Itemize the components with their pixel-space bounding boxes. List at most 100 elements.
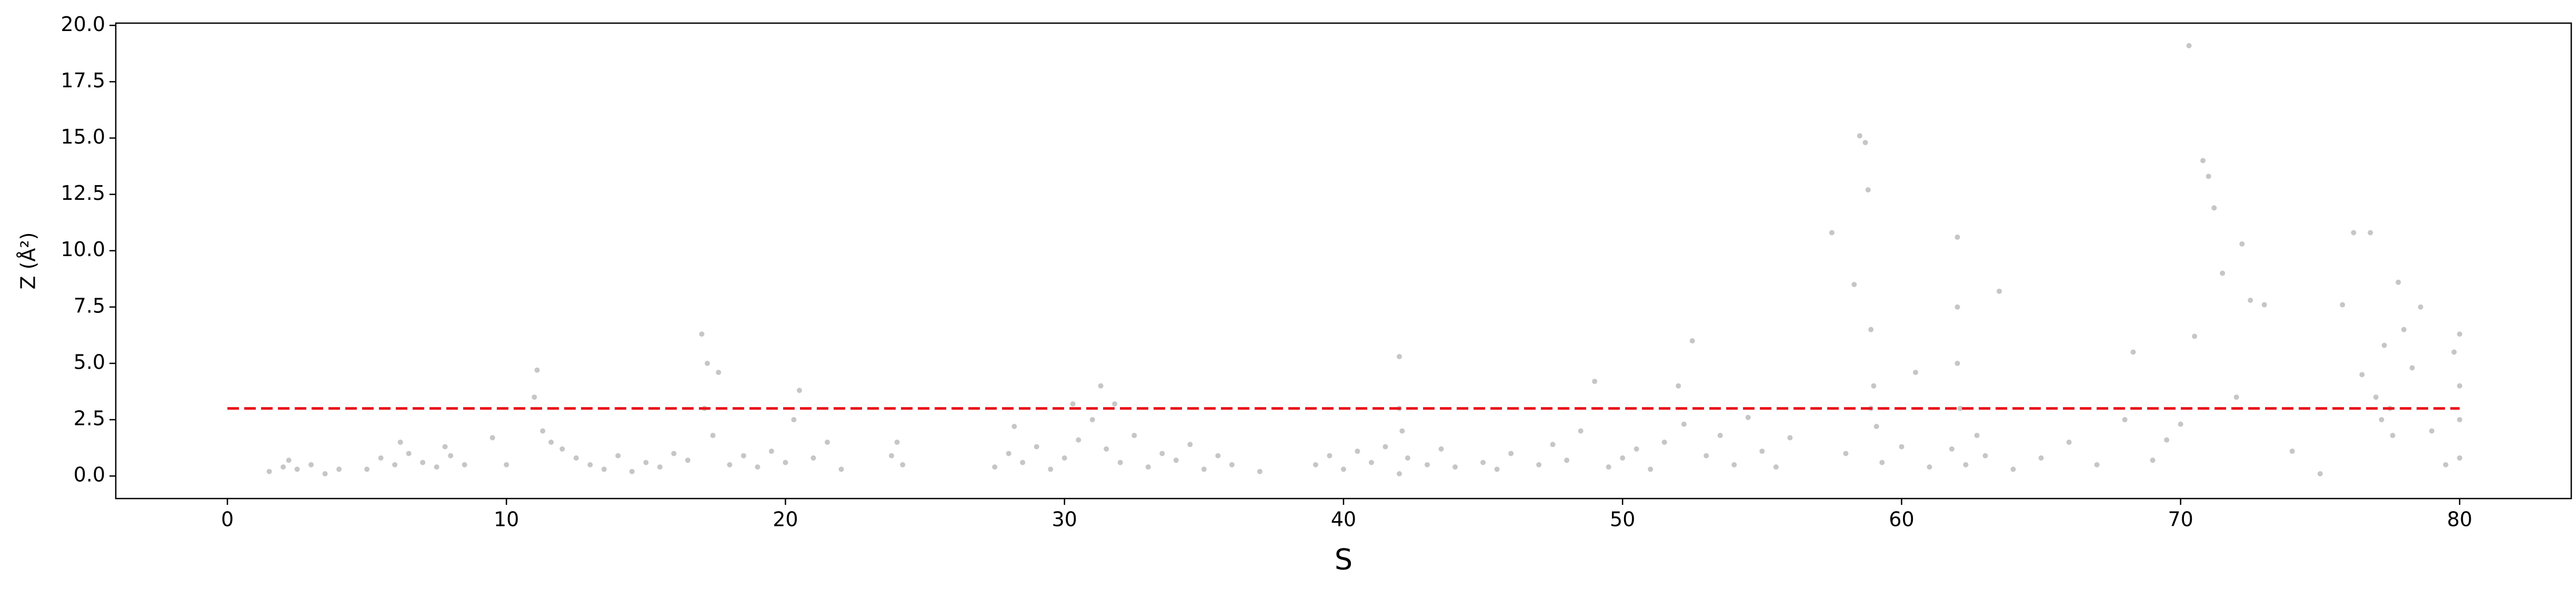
- plot-frame: [115, 22, 2572, 500]
- x-tick-label: 60: [1889, 508, 1914, 531]
- point: [1104, 446, 1109, 452]
- point: [825, 439, 830, 445]
- point: [434, 464, 439, 470]
- point: [2395, 279, 2401, 285]
- x-tick-label: 0: [221, 508, 234, 531]
- point: [1633, 446, 1639, 452]
- x-tick-label: 50: [1610, 508, 1635, 531]
- point: [1957, 405, 1963, 411]
- point: [1061, 455, 1067, 461]
- point: [1829, 230, 1835, 236]
- point: [1862, 140, 1868, 146]
- point: [769, 449, 775, 454]
- point: [1397, 354, 1402, 360]
- x-tick-label: 70: [2168, 508, 2193, 531]
- point: [1681, 421, 1687, 427]
- point: [1689, 338, 1695, 344]
- point: [992, 464, 998, 470]
- x-tick-label: 20: [773, 508, 798, 531]
- point: [406, 451, 412, 456]
- y-tick-label: 20.0: [61, 13, 105, 36]
- point: [1949, 446, 1954, 452]
- point: [1564, 458, 1570, 463]
- point: [1592, 379, 1598, 384]
- point: [397, 439, 403, 445]
- y-tick-label: 0.0: [74, 463, 105, 486]
- point: [1257, 469, 1262, 474]
- point: [1703, 453, 1709, 459]
- point: [1620, 455, 1626, 461]
- point: [791, 417, 797, 423]
- y-tick-label: 15.0: [61, 125, 105, 148]
- point: [2261, 302, 2267, 308]
- point: [1089, 417, 1095, 423]
- point: [2211, 205, 2217, 211]
- point: [2351, 230, 2357, 236]
- point: [294, 466, 300, 472]
- point: [1717, 433, 1723, 439]
- point: [1201, 466, 1207, 472]
- point: [1851, 281, 1857, 287]
- point: [1550, 442, 1556, 448]
- point: [889, 453, 895, 459]
- point: [1868, 327, 1874, 332]
- point: [2429, 428, 2434, 434]
- point: [1843, 451, 1849, 456]
- point: [1578, 428, 1583, 434]
- point: [2317, 471, 2323, 476]
- point: [2248, 297, 2253, 303]
- point: [699, 331, 705, 337]
- point: [1117, 460, 1123, 465]
- point: [2451, 349, 2457, 355]
- point: [1215, 453, 1221, 459]
- point: [1112, 401, 1118, 407]
- point: [1963, 462, 1969, 468]
- point: [685, 458, 690, 463]
- point: [2130, 349, 2136, 355]
- point: [2390, 433, 2395, 439]
- point: [710, 433, 716, 439]
- point: [1954, 235, 1960, 240]
- point: [308, 462, 314, 468]
- point: [643, 460, 649, 465]
- point: [1480, 460, 1486, 465]
- point: [1912, 370, 1918, 375]
- point: [532, 394, 537, 400]
- point: [1452, 464, 1458, 470]
- x-tick-label: 30: [1052, 508, 1077, 531]
- point: [1355, 449, 1360, 454]
- point: [1759, 449, 1765, 454]
- point: [716, 370, 721, 375]
- point: [1048, 466, 1054, 472]
- point: [1927, 464, 1932, 470]
- point: [2178, 421, 2183, 427]
- point: [1341, 466, 1346, 472]
- point: [540, 428, 546, 434]
- point: [2150, 458, 2156, 463]
- point: [1873, 423, 1879, 429]
- point: [1425, 462, 1430, 468]
- point: [1020, 460, 1026, 465]
- point: [286, 458, 292, 463]
- point: [2359, 372, 2365, 378]
- x-tick-label: 80: [2447, 508, 2472, 531]
- point: [2094, 462, 2100, 468]
- y-tick-label: 12.5: [61, 181, 105, 205]
- point: [1173, 458, 1179, 463]
- point: [1997, 288, 2002, 294]
- point: [1899, 444, 1905, 450]
- point: [1871, 383, 1877, 389]
- point: [2239, 241, 2245, 247]
- point: [2206, 174, 2211, 179]
- point: [1399, 428, 1405, 434]
- point: [1954, 304, 1960, 310]
- point: [1312, 462, 1318, 468]
- point: [392, 462, 398, 468]
- point: [601, 466, 607, 472]
- point: [1229, 462, 1235, 468]
- point: [2401, 327, 2407, 332]
- point: [1773, 464, 1779, 470]
- point: [2457, 455, 2462, 461]
- point: [2457, 383, 2462, 389]
